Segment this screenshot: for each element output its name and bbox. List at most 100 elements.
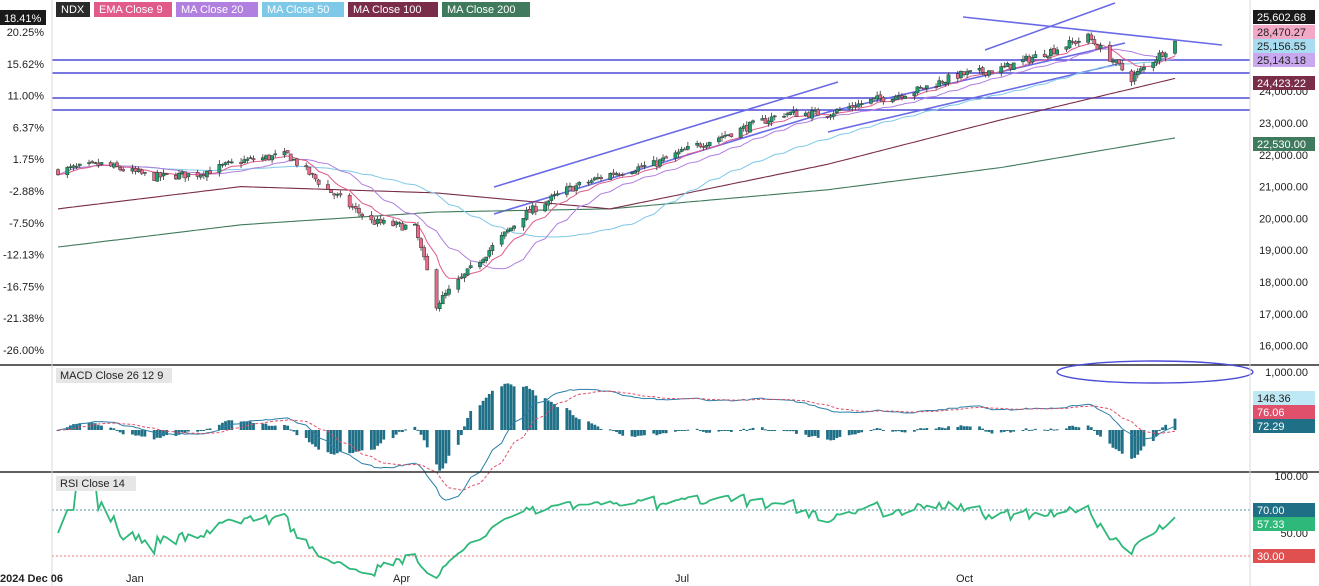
candle-body [347, 195, 352, 208]
macd-bar [664, 430, 668, 434]
macd-bar [1012, 430, 1016, 432]
price-panel[interactable] [52, 0, 1250, 365]
macd-bar [425, 430, 429, 448]
value-badge-text: 57.33 [1257, 519, 1285, 531]
candle-body [1005, 63, 1010, 67]
macd-bar [912, 430, 916, 432]
macd-bar [1052, 429, 1056, 431]
macd-bar [860, 430, 864, 433]
candle-body [766, 120, 771, 124]
rsi-label[interactable]: RSI Close 14 [56, 476, 136, 491]
candle-body [543, 204, 547, 212]
macd-bar [1033, 428, 1037, 430]
macd-bar [484, 397, 488, 430]
macd-bar [283, 425, 286, 430]
candle-body [133, 168, 138, 172]
candle-body [769, 116, 774, 122]
candle-body [934, 86, 938, 88]
macd-bar [816, 430, 820, 438]
candle-body [291, 159, 296, 161]
macd-bar [925, 428, 929, 430]
macd-bar [677, 430, 680, 431]
candle-body [642, 165, 647, 167]
macd-bar [891, 430, 895, 432]
symbol-tag[interactable] [56, 2, 90, 17]
legend-item[interactable] [442, 2, 530, 17]
candle-body [208, 170, 212, 174]
legend-item[interactable] [348, 2, 438, 17]
macd-bar [630, 430, 634, 437]
candle-body [568, 185, 572, 188]
macd-bar [1065, 428, 1068, 430]
candle-body [915, 86, 920, 94]
candle-body [177, 172, 181, 180]
macd-bar [509, 384, 513, 430]
candle-body [620, 174, 625, 176]
candle-body [859, 103, 864, 105]
candle-body [1086, 33, 1090, 43]
candle-body [71, 165, 76, 168]
candle-body [509, 227, 513, 232]
macd-bar [1139, 430, 1143, 451]
candle-body [360, 213, 364, 217]
macd-bar [1096, 430, 1099, 435]
macd-bar [248, 421, 252, 430]
trend-line[interactable] [962, 16, 1223, 46]
macd-bar [100, 425, 103, 430]
macd-bar [165, 430, 168, 436]
macd-panel[interactable] [56, 360, 1254, 501]
candle-body [158, 172, 163, 178]
legend-item[interactable] [94, 2, 172, 17]
candle-body [118, 167, 122, 170]
candle-body [698, 143, 703, 147]
candle-body [524, 210, 529, 220]
macd-bar [639, 430, 643, 436]
candle-body [614, 173, 619, 176]
macd-bar [726, 430, 730, 431]
macd-bar [264, 423, 268, 430]
candle-body [440, 295, 445, 305]
candle-body [788, 111, 793, 115]
macd-bar [466, 417, 469, 430]
candle-body [744, 124, 749, 132]
trend-line[interactable] [827, 63, 1119, 133]
macd-bar [230, 420, 234, 430]
time-tick-label: Apr [393, 573, 410, 585]
macd-bar [940, 427, 944, 430]
macd-bar [348, 430, 352, 454]
macd-bar [553, 404, 556, 430]
value-badge [1253, 391, 1315, 405]
time-tick-label: Jul [675, 573, 689, 585]
candle-body [549, 195, 554, 201]
percent-tick-label: -21.38% [3, 313, 44, 325]
drawn-ellipse[interactable] [1056, 360, 1254, 384]
macd-bar [115, 430, 119, 431]
macd-label[interactable]: MACD Close 26 12 9 [56, 368, 172, 383]
candle-body [381, 220, 386, 224]
macd-bar [897, 430, 901, 432]
candle-body [1045, 55, 1050, 58]
macd-bar [90, 422, 94, 430]
candles [56, 32, 1177, 312]
value-badge [1253, 137, 1315, 151]
indicator-legend[interactable]: NDX EMA Close 9 MA Close 20 MA Close 50 MA C… [56, 2, 530, 17]
candle-body [484, 256, 489, 261]
rsi-panel[interactable] [52, 479, 1250, 580]
candle-body [816, 109, 821, 116]
candle-body [357, 208, 361, 214]
macd-bar [1136, 430, 1140, 455]
candle-body [264, 155, 268, 160]
legend-item-label: MA Close 100 [353, 4, 421, 16]
macd-bar [643, 430, 646, 436]
candle-body [68, 166, 73, 169]
candle-body [651, 160, 656, 167]
legend-item[interactable] [176, 2, 258, 17]
legend-item[interactable] [262, 2, 344, 17]
trend-line[interactable] [493, 81, 839, 188]
time-axis: 2024 Dec 06 Jan Apr Jul Oct [0, 573, 973, 585]
macd-bar [456, 430, 460, 445]
candle-body [1163, 53, 1168, 58]
price-tick-label: 16,000.00 [1259, 341, 1308, 353]
candle-body [459, 276, 464, 279]
